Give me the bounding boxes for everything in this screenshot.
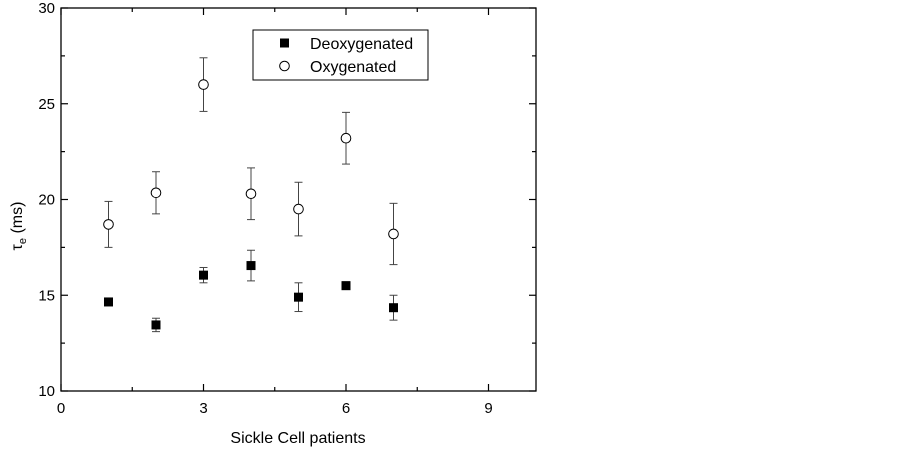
point-deoxygenated bbox=[151, 320, 161, 330]
data-marks bbox=[103, 57, 399, 333]
legend-box bbox=[252, 29, 429, 81]
y-tick-label: 20 bbox=[38, 192, 55, 209]
x-axis-ticks: 0 3 6 9 bbox=[57, 8, 493, 417]
y-tick-label: 30 bbox=[38, 0, 55, 17]
x-axis-title: Sickle Cell patients bbox=[230, 430, 365, 447]
x-tick-label: 9 bbox=[484, 400, 492, 417]
y-tick-label: 15 bbox=[38, 287, 55, 304]
point-oxygenated bbox=[293, 203, 304, 215]
legend-marker-deoxygenated bbox=[280, 38, 289, 48]
point-oxygenated bbox=[103, 219, 114, 230]
y-axis-title: τe (ms) bbox=[9, 202, 29, 251]
y-axis-ticks: 10 15 20 25 30 bbox=[38, 0, 536, 400]
legend: Deoxygenated Oxygenated bbox=[252, 29, 429, 81]
point-deoxygenated bbox=[104, 297, 113, 307]
legend-label-oxygenated: Oxygenated bbox=[310, 59, 396, 76]
point-oxygenated bbox=[245, 188, 257, 200]
y-axis-title-unit: (ms) bbox=[9, 202, 26, 238]
point-oxygenated bbox=[150, 187, 162, 199]
x-tick-label: 0 bbox=[57, 400, 65, 417]
point-deoxygenated bbox=[341, 281, 351, 291]
legend-marker-oxygenated bbox=[279, 60, 290, 72]
point-deoxygenated bbox=[246, 261, 256, 271]
point-oxygenated bbox=[340, 132, 352, 144]
legend-label-deoxygenated: Deoxygenated bbox=[310, 36, 413, 53]
point-deoxygenated bbox=[199, 270, 208, 280]
point-oxygenated bbox=[388, 228, 399, 240]
y-tick-label: 10 bbox=[38, 383, 55, 400]
x-tick-label: 3 bbox=[199, 400, 207, 417]
y-tick-label: 25 bbox=[38, 96, 55, 113]
x-tick-label: 6 bbox=[342, 400, 350, 417]
y-axis-title-symbol: τ bbox=[9, 243, 26, 250]
y-axis-title-subscript: e bbox=[17, 238, 29, 244]
point-deoxygenated bbox=[294, 292, 303, 302]
point-oxygenated bbox=[198, 79, 209, 90]
point-deoxygenated bbox=[389, 303, 398, 313]
